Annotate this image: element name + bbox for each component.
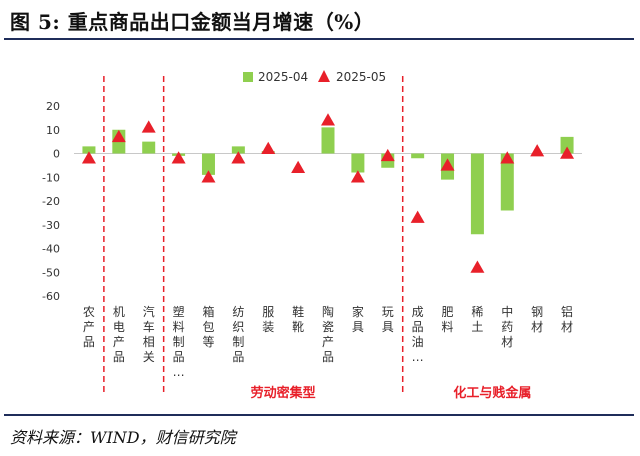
category-label: 农产品 <box>83 305 95 349</box>
group-dividers <box>103 76 404 392</box>
marker-2025-05 <box>231 151 246 164</box>
marker-2025-05 <box>350 170 365 183</box>
chart: 20 10 0 -10 -20 -30 -40 -50 -60 农产品 机电产品 汽车相关 塑料制品…… <box>42 70 582 401</box>
y-tick-label: -50 <box>42 266 60 279</box>
source-note: 资料来源：WIND，财信研究院 <box>10 428 236 447</box>
category-label: 铝材 <box>561 304 573 334</box>
legend-swatch-2025-04 <box>243 72 253 82</box>
category-label: 纺织制品 <box>232 305 244 364</box>
bar-2025-04 <box>82 146 96 154</box>
group-labels: 劳动密集型 化工与贱金属 <box>251 385 532 401</box>
chart-title: 图 5: 重点商品出口金额当月增速（%） <box>10 10 375 34</box>
category-label: 汽车相关 <box>143 304 155 364</box>
category-label: 肥料 <box>442 305 454 334</box>
marker-2025-05 <box>141 120 156 133</box>
y-tick-label: -20 <box>42 195 60 208</box>
bar-2025-04 <box>142 141 156 154</box>
y-tick-label: -10 <box>42 171 60 184</box>
marker-2025-05 <box>81 151 96 164</box>
category-label: 稀土 <box>471 305 483 334</box>
category-label: 家具 <box>352 304 364 334</box>
top-rule <box>4 38 634 40</box>
marker-2025-05 <box>530 144 545 157</box>
legend-label-2025-05: 2025-05 <box>336 70 386 84</box>
legend-label-2025-04: 2025-04 <box>258 70 308 84</box>
marker-2025-05 <box>440 158 455 171</box>
marker-2025-05 <box>380 148 395 162</box>
category-label: 机电产品 <box>113 305 125 364</box>
bar-2025-04 <box>470 153 484 235</box>
bar-2025-04 <box>321 127 335 154</box>
bar-series-2025-04 <box>82 127 574 235</box>
bar-2025-04 <box>351 153 365 173</box>
bar-2025-04 <box>500 153 514 211</box>
marker-2025-05 <box>470 260 485 273</box>
bar-2025-04 <box>411 153 425 159</box>
marker-2025-05 <box>560 146 575 159</box>
marker-2025-05 <box>261 141 276 154</box>
y-tick-label: 10 <box>46 124 60 137</box>
bar-2025-04 <box>231 146 245 154</box>
y-tick-label: -40 <box>42 243 60 256</box>
bottom-rule <box>4 414 634 416</box>
group-label: 化工与贱金属 <box>453 385 531 401</box>
category-label: 玩具 <box>382 305 394 334</box>
legend-swatch-2025-05 <box>318 70 330 82</box>
marker-2025-05 <box>410 210 425 223</box>
category-label: 箱包等 <box>202 304 214 349</box>
y-tick-label: -30 <box>42 219 60 232</box>
legend: 2025-04 2025-05 <box>243 70 386 84</box>
marker-2025-05 <box>500 151 515 164</box>
bar-2025-04 <box>560 136 574 154</box>
category-label: 塑料制品… <box>173 304 185 379</box>
marker-2025-05 <box>171 151 186 164</box>
y-tick-label: 20 <box>46 100 60 113</box>
y-tick-label: -60 <box>42 290 60 303</box>
y-tick-label: 0 <box>53 148 60 161</box>
category-label: 鞋靴 <box>292 304 304 334</box>
category-label: 钢材 <box>531 305 543 334</box>
marker-2025-05 <box>201 170 216 183</box>
y-axis: 20 10 0 -10 -20 -30 -40 -50 -60 <box>42 100 582 303</box>
marker-series-2025-05 <box>81 113 575 273</box>
category-label: 成品油… <box>412 305 424 364</box>
category-label: 中药材 <box>501 304 513 349</box>
category-label: 服装 <box>262 305 274 334</box>
group-label: 劳动密集型 <box>251 385 316 401</box>
marker-2025-05 <box>321 113 335 126</box>
marker-2025-05 <box>291 160 306 173</box>
bar-2025-04 <box>201 153 215 175</box>
category-label: 陶瓷产品 <box>322 304 334 364</box>
marker-2025-05 <box>111 129 126 143</box>
